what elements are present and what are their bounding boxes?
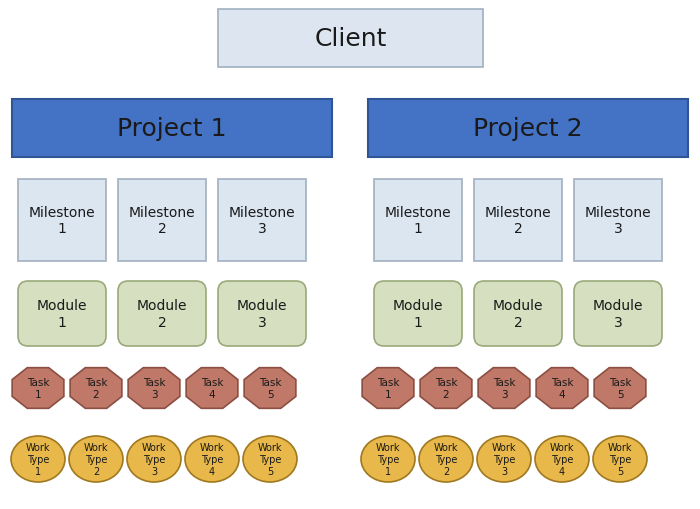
Text: Task
3: Task 3 bbox=[143, 378, 165, 399]
Polygon shape bbox=[128, 368, 180, 409]
Polygon shape bbox=[12, 368, 64, 409]
FancyBboxPatch shape bbox=[118, 281, 206, 346]
Text: Task
1: Task 1 bbox=[27, 378, 49, 399]
FancyBboxPatch shape bbox=[218, 281, 306, 346]
Text: Work
Type
2: Work Type 2 bbox=[84, 442, 108, 476]
Text: Milestone
2: Milestone 2 bbox=[129, 206, 195, 236]
Text: Work
Type
2: Work Type 2 bbox=[434, 442, 458, 476]
Bar bbox=[18, 180, 106, 262]
Bar bbox=[368, 100, 688, 158]
Text: Work
Type
5: Work Type 5 bbox=[608, 442, 632, 476]
Text: Work
Type
3: Work Type 3 bbox=[491, 442, 517, 476]
Bar bbox=[574, 180, 662, 262]
Ellipse shape bbox=[477, 436, 531, 482]
Polygon shape bbox=[362, 368, 414, 409]
Text: Project 2: Project 2 bbox=[473, 117, 583, 140]
Text: Milestone
1: Milestone 1 bbox=[29, 206, 95, 236]
Polygon shape bbox=[420, 368, 472, 409]
Text: Work
Type
4: Work Type 4 bbox=[550, 442, 574, 476]
Text: Module
1: Module 1 bbox=[393, 299, 443, 329]
Text: Work
Type
5: Work Type 5 bbox=[258, 442, 282, 476]
Bar bbox=[474, 180, 562, 262]
Text: Milestone
3: Milestone 3 bbox=[229, 206, 295, 236]
Polygon shape bbox=[478, 368, 530, 409]
Text: Milestone
3: Milestone 3 bbox=[584, 206, 651, 236]
Ellipse shape bbox=[185, 436, 239, 482]
Text: Task
5: Task 5 bbox=[609, 378, 631, 399]
Bar bbox=[374, 180, 462, 262]
Ellipse shape bbox=[419, 436, 473, 482]
FancyBboxPatch shape bbox=[474, 281, 562, 346]
FancyBboxPatch shape bbox=[18, 281, 106, 346]
Bar bbox=[118, 180, 206, 262]
Polygon shape bbox=[186, 368, 238, 409]
Ellipse shape bbox=[69, 436, 123, 482]
Polygon shape bbox=[70, 368, 122, 409]
Text: Client: Client bbox=[314, 27, 386, 51]
Text: Work
Type
4: Work Type 4 bbox=[199, 442, 224, 476]
Text: Task
5: Task 5 bbox=[259, 378, 281, 399]
Text: Work
Type
1: Work Type 1 bbox=[376, 442, 400, 476]
Ellipse shape bbox=[11, 436, 65, 482]
Text: Task
4: Task 4 bbox=[201, 378, 223, 399]
Polygon shape bbox=[244, 368, 296, 409]
Text: Project 1: Project 1 bbox=[118, 117, 227, 140]
Text: Task
2: Task 2 bbox=[85, 378, 107, 399]
Text: Module
3: Module 3 bbox=[593, 299, 643, 329]
Polygon shape bbox=[594, 368, 646, 409]
Text: Work
Type
1: Work Type 1 bbox=[26, 442, 50, 476]
Ellipse shape bbox=[127, 436, 181, 482]
Text: Milestone
1: Milestone 1 bbox=[385, 206, 452, 236]
FancyBboxPatch shape bbox=[374, 281, 462, 346]
Text: Work
Type
3: Work Type 3 bbox=[141, 442, 167, 476]
Text: Module
1: Module 1 bbox=[36, 299, 88, 329]
Bar bbox=[218, 180, 306, 262]
Text: Task
1: Task 1 bbox=[377, 378, 399, 399]
Ellipse shape bbox=[361, 436, 415, 482]
Text: Module
2: Module 2 bbox=[493, 299, 543, 329]
Text: Module
3: Module 3 bbox=[237, 299, 287, 329]
Text: Task
3: Task 3 bbox=[493, 378, 515, 399]
FancyBboxPatch shape bbox=[574, 281, 662, 346]
Polygon shape bbox=[536, 368, 588, 409]
Ellipse shape bbox=[535, 436, 589, 482]
Text: Milestone
2: Milestone 2 bbox=[484, 206, 552, 236]
Ellipse shape bbox=[243, 436, 297, 482]
Bar bbox=[12, 100, 332, 158]
Ellipse shape bbox=[593, 436, 647, 482]
Bar bbox=[218, 10, 483, 68]
Text: Task
4: Task 4 bbox=[551, 378, 573, 399]
Text: Module
2: Module 2 bbox=[136, 299, 188, 329]
Text: Task
2: Task 2 bbox=[435, 378, 457, 399]
